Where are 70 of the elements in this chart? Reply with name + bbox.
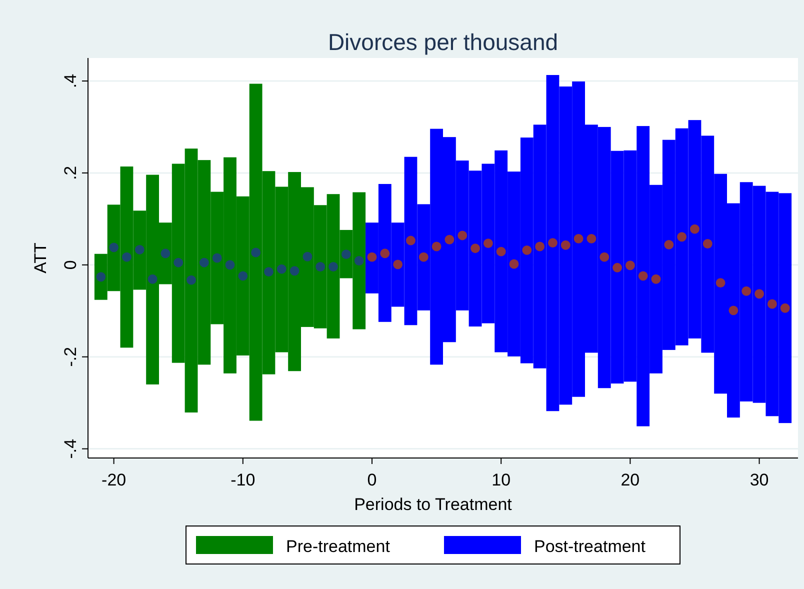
point: [664, 240, 674, 250]
point: [728, 306, 738, 316]
point: [535, 242, 545, 252]
y-tick-label: .2: [61, 166, 80, 180]
point: [341, 250, 351, 260]
point: [302, 252, 312, 262]
chart-title: Divorces per thousand: [328, 29, 558, 55]
point: [109, 242, 119, 252]
point: [199, 258, 209, 268]
point: [509, 259, 519, 269]
point: [238, 271, 248, 281]
point: [548, 238, 558, 248]
point: [625, 260, 635, 270]
point: [651, 274, 661, 284]
point: [458, 230, 468, 240]
y-axis-title: ATT: [31, 242, 50, 274]
point: [134, 245, 144, 254]
point: [754, 289, 764, 299]
x-tick-label: 30: [750, 470, 769, 490]
point: [148, 274, 158, 284]
point: [574, 234, 584, 244]
point: [380, 248, 390, 258]
point: [600, 252, 610, 262]
x-tick-label: 0: [367, 470, 377, 490]
point: [444, 234, 454, 244]
point: [393, 260, 403, 270]
point: [406, 236, 416, 246]
point: [702, 239, 712, 248]
point: [174, 258, 184, 268]
x-tick-label: 10: [492, 470, 511, 490]
point: [96, 272, 106, 282]
point: [522, 245, 532, 255]
point: [186, 275, 196, 285]
point: [432, 242, 442, 252]
point: [367, 252, 377, 262]
point: [677, 232, 687, 242]
point: [496, 246, 506, 256]
point: [638, 271, 648, 281]
legend-label: Pre-treatment: [286, 537, 390, 556]
point: [212, 253, 222, 263]
point: [418, 252, 428, 262]
point: [290, 266, 300, 276]
point: [122, 252, 132, 262]
point: [560, 240, 570, 250]
point: [225, 260, 235, 270]
point: [354, 256, 364, 266]
x-tick-label: -20: [102, 470, 126, 490]
point: [483, 238, 493, 248]
point: [470, 244, 480, 254]
point: [767, 299, 777, 309]
point: [612, 262, 622, 272]
y-tick-label: 0: [61, 260, 80, 270]
x-axis-title: Periods to Treatment: [354, 495, 512, 514]
point: [328, 262, 338, 272]
point: [716, 278, 726, 288]
y-tick-label: -.4: [61, 438, 80, 459]
y-tick-label: -.2: [61, 346, 80, 367]
point: [780, 303, 790, 313]
x-tick-label: 20: [620, 470, 640, 490]
point: [251, 248, 261, 258]
point: [276, 264, 286, 274]
x-tick-label: -10: [230, 470, 256, 490]
point: [586, 234, 596, 244]
point: [742, 286, 752, 296]
point: [316, 262, 326, 272]
point: [264, 267, 274, 277]
point: [160, 248, 170, 258]
y-tick-label: .4: [61, 74, 80, 88]
legend-label: Post-treatment: [534, 537, 646, 556]
point: [690, 224, 700, 234]
